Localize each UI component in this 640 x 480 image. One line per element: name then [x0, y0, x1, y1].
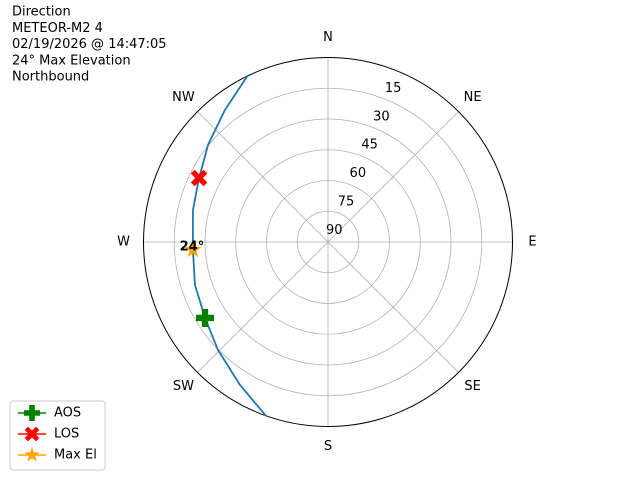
r-tick-label: 60: [350, 166, 367, 181]
legend-label: LOS: [54, 427, 79, 442]
annotation: 24°: [180, 239, 205, 254]
data: [184, 75, 267, 417]
legend-label: AOS: [54, 406, 81, 421]
marker-X: [190, 169, 208, 187]
polar-spine: [143, 57, 513, 427]
title-line: 24° Max Elevation: [12, 53, 131, 68]
theta-tick-label: SW: [173, 379, 194, 394]
grid-spoke: [197, 241, 329, 373]
grid-spoke: [327, 111, 459, 243]
title-line: METEOR-M2 4: [12, 21, 103, 36]
marker-P: [196, 308, 215, 327]
theta-tick-label: S: [324, 439, 332, 454]
theta-tick-label: SE: [464, 379, 480, 394]
marker-*: [184, 240, 202, 258]
r-tick-label: 75: [338, 195, 355, 210]
theta-tick-label: NE: [464, 90, 482, 105]
legend-marker: [24, 447, 40, 462]
r-tick-label: 45: [361, 138, 378, 153]
legend-label: Max El: [54, 448, 97, 463]
legend-marker: [24, 405, 40, 421]
r-tick-label: 30: [373, 109, 390, 124]
r-tick-label: 15: [385, 81, 402, 96]
theta-tick-label: E: [528, 235, 536, 250]
grid-spoke: [197, 111, 329, 243]
title-line: 02/19/2026 @ 14:47:05: [12, 37, 167, 52]
theta-tick-label: NW: [172, 90, 195, 105]
r-tick-label: 90: [326, 223, 343, 238]
legend-marker: [24, 426, 40, 442]
title-line: Direction: [12, 5, 71, 20]
title-line: Northbound: [12, 70, 89, 85]
grid-spoke: [327, 241, 459, 373]
theta-tick-label: N: [323, 30, 333, 45]
theta-tick-label: W: [117, 235, 130, 250]
